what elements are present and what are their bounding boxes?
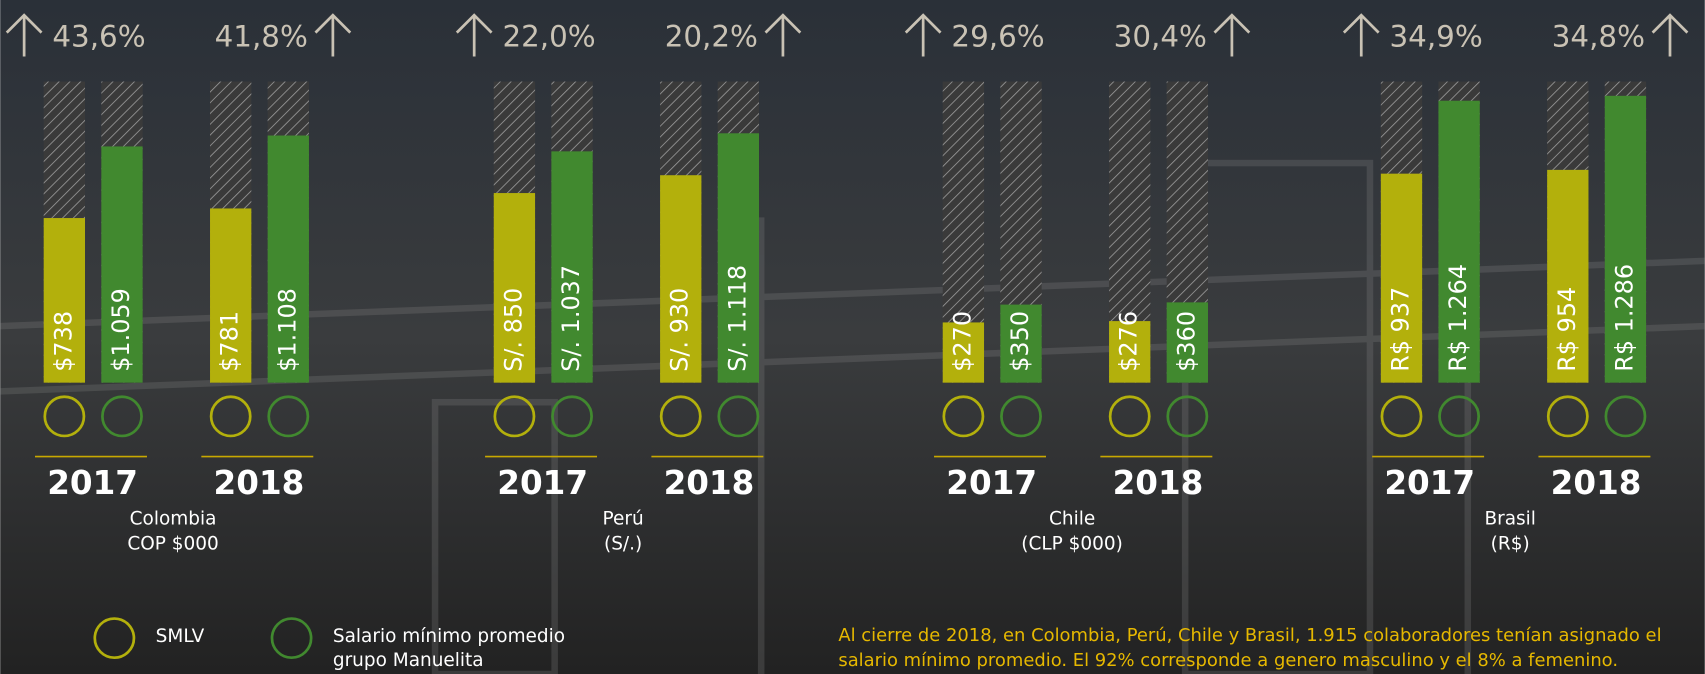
- bar: [1380, 173, 1423, 383]
- up-arrow: [1342, 13, 1380, 57]
- value-label: $1.108: [273, 288, 301, 372]
- year-label: 2017: [47, 464, 138, 502]
- country-title: Perú: [603, 509, 644, 530]
- up-arrow: [764, 13, 802, 57]
- legend-marker: [93, 617, 136, 660]
- year-label: 2018: [214, 464, 305, 502]
- bar: [267, 135, 309, 383]
- footnote: salario mínimo promedio. El 92% correspo…: [838, 650, 1618, 671]
- change-label: 30,4%: [1114, 20, 1207, 54]
- value-label: $781: [216, 311, 244, 372]
- up-arrow: [904, 13, 942, 57]
- value-label: $270: [948, 311, 976, 372]
- year-label: 2018: [664, 464, 755, 502]
- change-label: 29,6%: [951, 20, 1044, 54]
- change-label: 43,6%: [52, 20, 145, 54]
- series-marker: [659, 395, 702, 438]
- legend-label: SMLV: [156, 626, 205, 647]
- bar: [1109, 321, 1151, 383]
- bar: [1604, 95, 1647, 383]
- bar: [942, 322, 985, 383]
- year-label: 2018: [1113, 464, 1204, 502]
- year-label: 2017: [1384, 464, 1475, 502]
- series-marker: [1380, 395, 1423, 438]
- series-marker: [101, 395, 143, 438]
- series-marker: [1000, 395, 1042, 438]
- bar: [1000, 304, 1042, 383]
- series-marker: [493, 395, 536, 438]
- country-title: Colombia: [130, 509, 217, 530]
- value-label: S/. 1.118: [723, 265, 751, 372]
- bar: [43, 218, 86, 383]
- bar: [551, 151, 593, 383]
- up-arrow: [1651, 13, 1689, 57]
- legend-label: Salario mínimo promedio: [333, 626, 565, 647]
- bar: [210, 208, 252, 383]
- change-label: 41,8%: [215, 20, 308, 54]
- value-label: S/. 930: [666, 288, 694, 372]
- series-marker: [942, 395, 985, 438]
- country-subtitle: (CLP $000): [1021, 534, 1123, 555]
- legend-label: grupo Manuelita: [333, 650, 484, 671]
- series-marker: [1438, 395, 1481, 438]
- up-arrow: [314, 13, 352, 57]
- value-label: R$ 954: [1553, 287, 1581, 372]
- year-label: 2017: [497, 464, 588, 502]
- up-arrow: [5, 13, 43, 57]
- country-subtitle: (R$): [1491, 534, 1530, 555]
- country-title: Brasil: [1484, 509, 1535, 530]
- series-marker: [267, 395, 310, 438]
- year-label: 2018: [1551, 464, 1642, 502]
- value-label: $738: [49, 311, 77, 372]
- series-marker: [209, 395, 252, 438]
- year-label: 2017: [946, 464, 1037, 502]
- up-arrow: [455, 13, 493, 57]
- change-label: 22,0%: [502, 20, 595, 54]
- series-marker: [43, 395, 86, 438]
- bar: [1547, 169, 1589, 383]
- value-label: S/. 850: [499, 288, 527, 372]
- country-title: Chile: [1049, 509, 1095, 530]
- change-label: 34,9%: [1390, 20, 1483, 54]
- series-marker: [1166, 395, 1209, 438]
- bar: [1166, 302, 1208, 383]
- legend-marker: [270, 617, 313, 660]
- value-label: $1.059: [107, 288, 135, 372]
- bar: [1438, 100, 1480, 383]
- series-marker: [1546, 395, 1589, 438]
- series-marker: [1108, 395, 1151, 438]
- bar: [493, 193, 536, 383]
- series-marker: [1604, 395, 1647, 438]
- change-label: 34,8%: [1552, 20, 1645, 54]
- series-marker: [717, 395, 760, 438]
- value-label: R$ 1.264: [1444, 264, 1472, 372]
- series-marker: [551, 395, 593, 438]
- up-arrow: [1213, 13, 1251, 57]
- country-subtitle: COP $000: [127, 534, 218, 555]
- country-subtitle: (S/.): [604, 534, 642, 555]
- bar: [101, 146, 143, 383]
- value-label: R$ 937: [1386, 287, 1414, 372]
- value-label: R$ 1.286: [1610, 264, 1638, 372]
- bar: [717, 133, 760, 383]
- value-label: $360: [1172, 311, 1200, 372]
- change-label: 20,2%: [665, 20, 758, 54]
- value-label: $276: [1115, 311, 1143, 372]
- value-label: $350: [1006, 311, 1034, 372]
- value-label: S/. 1.037: [557, 265, 585, 372]
- bar: [660, 175, 702, 383]
- footnote: Al cierre de 2018, en Colombia, Perú, Ch…: [838, 625, 1661, 646]
